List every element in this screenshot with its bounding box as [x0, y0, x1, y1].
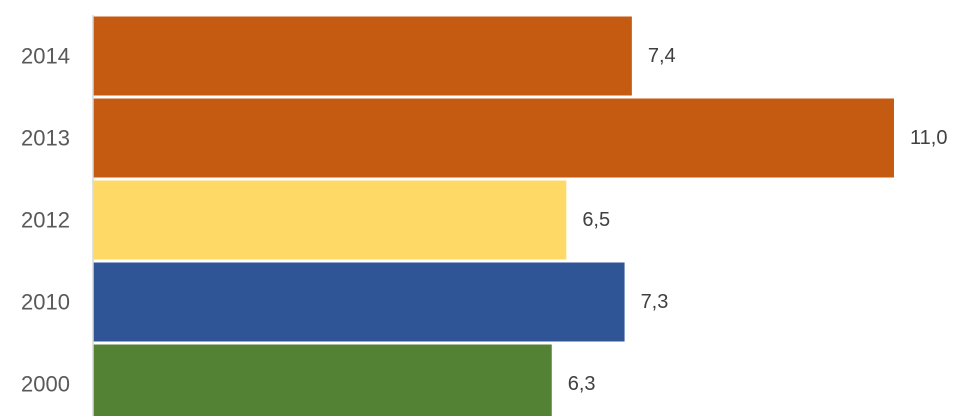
data-label-2014: 7,4	[648, 45, 676, 67]
tick-label-2010: 2010	[21, 290, 70, 315]
bar-2014	[93, 16, 632, 96]
bar-2013	[93, 98, 894, 178]
data-label-2010: 7,3	[641, 291, 669, 313]
tick-label-2012: 2012	[21, 208, 70, 233]
data-label-2012: 6,5	[582, 209, 610, 231]
data-label-2000: 6,3	[568, 373, 596, 395]
tick-label-2000: 2000	[21, 372, 70, 397]
bar-2000	[93, 344, 552, 416]
tick-label-2013: 2013	[21, 126, 70, 151]
tick-label-2014: 2014	[21, 44, 70, 69]
bar-2010	[93, 262, 625, 342]
bar-2012	[93, 180, 567, 260]
data-label-2013: 11,0	[910, 127, 947, 149]
